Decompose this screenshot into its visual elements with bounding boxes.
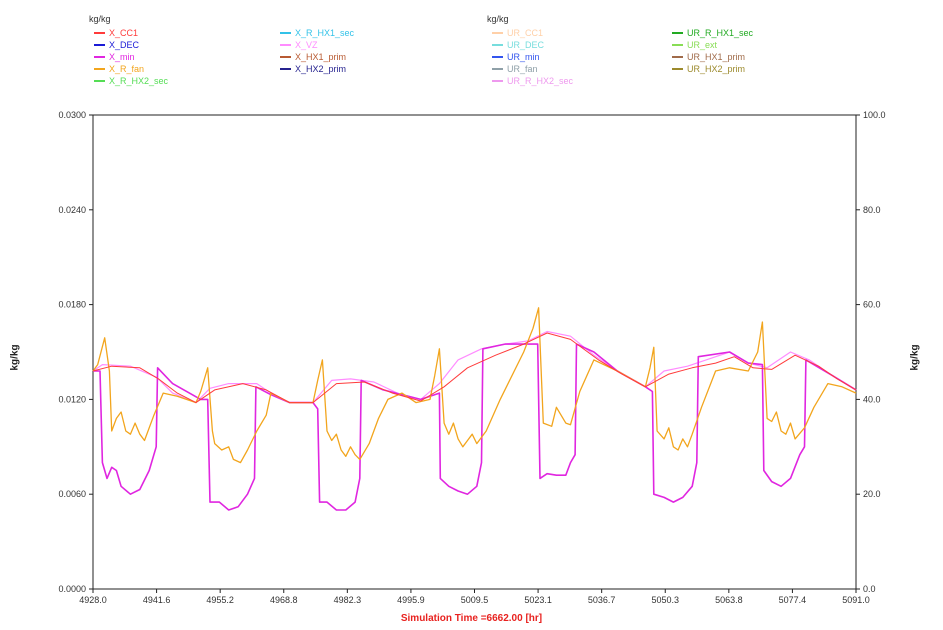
- legend-label: X_R_HX1_sec: [295, 28, 355, 38]
- legend-item: UR_fan: [492, 63, 538, 75]
- y-left-ticks: 0.0000 0.0060 0.0120 0.0180 0.0240 0.0300: [58, 110, 93, 594]
- legend-item: X_R_HX2_sec: [94, 75, 168, 87]
- x-tick-label: 4928.0: [79, 595, 107, 605]
- series-line-x-r-fan: [92, 307, 857, 464]
- x-tick-label: 5050.3: [651, 595, 679, 605]
- y-left-tick-label: 0.0240: [58, 205, 86, 215]
- legend-item: UR_CC1: [492, 27, 543, 39]
- legend-item: X_HX1_prim: [280, 51, 346, 63]
- legend-swatch: [94, 32, 105, 34]
- legend-label: UR_ext: [687, 40, 718, 50]
- series-line-x-cc1: [92, 332, 857, 404]
- series-line-x-min: [93, 343, 857, 511]
- legend-item: X_VZ: [280, 39, 318, 51]
- legend-swatch: [280, 32, 291, 34]
- legend-swatch: [280, 44, 291, 46]
- legend-label: X_R_fan: [109, 64, 145, 74]
- legend-swatch: [94, 44, 105, 46]
- y-left-tick-label: 0.0060: [58, 489, 86, 499]
- y-right-tick-label: 0.0: [863, 584, 876, 594]
- x-tick-label: 5023.1: [524, 595, 552, 605]
- y-left-tick-label: 0.0000: [58, 584, 86, 594]
- legend-item: X_DEC: [94, 39, 139, 51]
- x-tick-label: 4941.6: [143, 595, 171, 605]
- legend-swatch: [492, 32, 503, 34]
- legend-item: UR_HX1_prim: [672, 51, 745, 63]
- y-left-tick-label: 0.0180: [58, 300, 86, 310]
- legend-label: UR_fan: [507, 64, 538, 74]
- legend-swatch: [492, 56, 503, 58]
- legend-swatch: [672, 56, 683, 58]
- legend-item: UR_HX2_prim: [672, 63, 745, 75]
- legend-item: X_HX2_prim: [280, 63, 346, 75]
- legend-swatch: [492, 80, 503, 82]
- legend-item: X_R_HX1_sec: [280, 27, 354, 39]
- legend-item: X_CC1: [94, 27, 138, 39]
- y-right-tick-label: 40.0: [863, 394, 881, 404]
- legend-swatch: [94, 68, 105, 70]
- legend-item: UR_R_HX2_sec: [492, 75, 573, 87]
- legend-swatch: [492, 44, 503, 46]
- legend-item: UR_min: [492, 51, 540, 63]
- x-tick-label: 4968.8: [270, 595, 298, 605]
- x-ticks: 4928.0 4941.6 4955.2 4968.8 4982.3 4995.9 5009…: [79, 589, 870, 605]
- legend-label: UR_DEC: [507, 40, 545, 50]
- x-tick-label: 5009.5: [461, 595, 489, 605]
- legend-left-unit: kg/kg: [89, 14, 111, 24]
- y-left-tick-label: 0.0120: [58, 394, 86, 404]
- y-right-ticks: 0.0 20.0 40.0 60.0 80.0 100.0: [856, 110, 886, 594]
- x-tick-label: 5091.0: [842, 595, 870, 605]
- legend-item: X_min: [94, 51, 135, 63]
- legend-swatch: [280, 56, 291, 58]
- y-left-tick-label: 0.0300: [58, 110, 86, 120]
- legend-label: UR_min: [507, 52, 540, 62]
- y-left-label: kg/kg: [9, 344, 21, 371]
- y-right-tick-label: 80.0: [863, 205, 881, 215]
- legend-swatch: [492, 68, 503, 70]
- legend-label: UR_CC1: [507, 28, 544, 38]
- x-tick-label: 5036.7: [588, 595, 616, 605]
- legend-swatch: [672, 32, 683, 34]
- y-right-tick-label: 20.0: [863, 489, 881, 499]
- legend-item: UR_DEC: [492, 39, 544, 51]
- legend-label: X_DEC: [109, 40, 140, 50]
- y-right-label: kg/kg: [909, 344, 921, 371]
- legend-label: UR_R_HX2_sec: [507, 76, 574, 86]
- x-tick-label: 4955.2: [206, 595, 234, 605]
- x-tick-label: 5077.4: [779, 595, 807, 605]
- legend-label: X_HX2_prim: [295, 64, 347, 74]
- y-right-tick-label: 60.0: [863, 300, 881, 310]
- legend-right-unit: kg/kg: [487, 14, 509, 24]
- legend-item: UR_ext: [672, 39, 717, 51]
- legend-label: UR_R_HX1_sec: [687, 28, 754, 38]
- x-tick-label: 5063.8: [715, 595, 743, 605]
- x-tick-label: 4995.9: [397, 595, 425, 605]
- legend-item: UR_R_HX1_sec: [672, 27, 753, 39]
- x-axis-label: Simulation Time =6662.00 [hr]: [400, 613, 543, 624]
- x-tick-label: 4982.3: [334, 595, 362, 605]
- y-right-tick-label: 100.0: [863, 110, 886, 120]
- legend-item: X_R_fan: [94, 63, 144, 75]
- legend-swatch: [94, 80, 105, 82]
- legend-label: UR_HX1_prim: [687, 52, 746, 62]
- legend-label: X_min: [109, 52, 135, 62]
- legend-swatch: [672, 44, 683, 46]
- legend-swatch: [672, 68, 683, 70]
- legend-label: UR_HX2_prim: [687, 64, 746, 74]
- legend-swatch: [94, 56, 105, 58]
- legend-label: X_HX1_prim: [295, 52, 347, 62]
- legend-swatch: [280, 68, 291, 70]
- legend-label: X_VZ: [295, 40, 318, 50]
- series-layer: [92, 307, 857, 511]
- legend-label: X_R_HX2_sec: [109, 76, 169, 86]
- legend-label: X_CC1: [109, 28, 139, 38]
